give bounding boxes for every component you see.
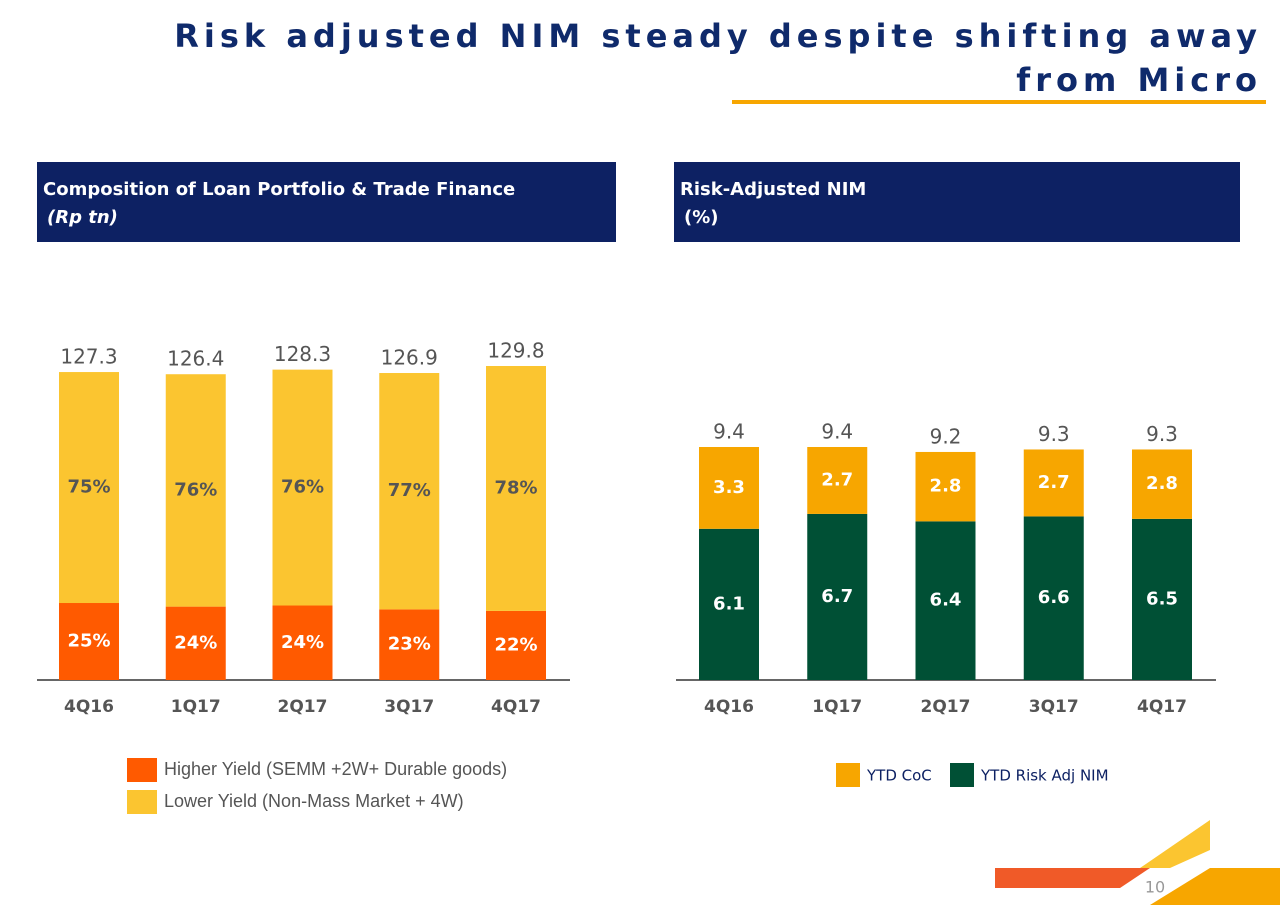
header-box xyxy=(674,162,1240,242)
segment-label: 78% xyxy=(494,477,537,498)
segment-label: 6.6 xyxy=(1038,587,1070,608)
segment-label: 22% xyxy=(494,634,537,655)
x-tick-label: 4Q16 xyxy=(64,697,114,717)
segment-label: 3.3 xyxy=(713,477,745,498)
segment-label: 25% xyxy=(67,631,110,652)
bar-segment xyxy=(272,369,333,606)
bar-segment xyxy=(272,605,333,680)
x-tick-label: 1Q17 xyxy=(812,697,862,717)
bar-segment xyxy=(486,610,546,680)
bar-segment xyxy=(165,374,226,607)
legend-swatch xyxy=(950,763,974,787)
bar-segment xyxy=(379,609,440,680)
x-tick-label: 3Q17 xyxy=(384,697,434,717)
bar-segment xyxy=(1132,449,1192,519)
segment-label: 76% xyxy=(174,479,217,500)
total-label: 9.2 xyxy=(930,424,962,448)
bar-segment xyxy=(699,528,759,680)
bar-segment xyxy=(1023,516,1084,680)
x-tick-label: 3Q17 xyxy=(1029,697,1079,717)
bar-segment xyxy=(165,606,226,680)
total-label: 9.3 xyxy=(1038,422,1070,446)
page-number: 10 xyxy=(1145,878,1165,897)
segment-label: 6.7 xyxy=(821,586,853,607)
total-label: 126.9 xyxy=(381,346,438,370)
bar-segment xyxy=(1023,449,1084,517)
legend-swatch xyxy=(836,763,860,787)
legend-label: Lower Yield (Non-Mass Market + 4W) xyxy=(164,791,464,811)
total-label: 129.8 xyxy=(487,339,544,363)
segment-label: 76% xyxy=(281,477,324,498)
bar-segment xyxy=(59,372,119,604)
segment-label: 24% xyxy=(281,632,324,653)
segment-label: 6.5 xyxy=(1146,588,1178,609)
total-label: 127.3 xyxy=(60,345,117,369)
x-tick-label: 2Q17 xyxy=(921,697,971,717)
legend-label: YTD CoC xyxy=(866,767,932,785)
bar-segment xyxy=(915,521,976,680)
segment-label: 75% xyxy=(67,477,110,498)
bar-segment xyxy=(59,603,119,680)
panel-subtitle: (%) xyxy=(684,207,719,228)
segment-label: 6.1 xyxy=(713,593,745,614)
bar-segment xyxy=(379,373,440,610)
bar-segment xyxy=(699,447,759,529)
segment-label: 2.7 xyxy=(821,469,853,490)
legend-swatch xyxy=(127,758,157,782)
logo-shape xyxy=(995,868,1150,888)
segment-label: 6.4 xyxy=(930,590,962,611)
legend-label: YTD Risk Adj NIM xyxy=(980,767,1109,785)
total-label: 9.3 xyxy=(1146,422,1178,446)
bar-segment xyxy=(807,513,868,680)
segment-label: 2.7 xyxy=(1038,472,1070,493)
segment-label: 2.8 xyxy=(1146,473,1178,494)
total-label: 128.3 xyxy=(274,342,331,366)
segment-label: 24% xyxy=(174,632,217,653)
total-label: 126.4 xyxy=(167,347,224,371)
panel-title: Composition of Loan Portfolio & Trade Fi… xyxy=(43,179,515,200)
legend-swatch xyxy=(127,790,157,814)
x-tick-label: 4Q17 xyxy=(1137,697,1187,717)
title-underline xyxy=(732,100,1266,104)
logo-shape xyxy=(1140,820,1210,868)
legend-label: Higher Yield (SEMM +2W+ Durable goods) xyxy=(164,759,507,779)
total-label: 9.4 xyxy=(821,420,853,444)
segment-label: 2.8 xyxy=(930,476,962,497)
slide-title: Risk adjusted NIM steady despite shiftin… xyxy=(174,17,1262,99)
header-box xyxy=(37,162,616,242)
bar-segment xyxy=(1132,518,1192,680)
x-tick-label: 1Q17 xyxy=(171,697,221,717)
segment-label: 77% xyxy=(388,480,431,501)
x-tick-label: 2Q17 xyxy=(278,697,328,717)
x-tick-label: 4Q17 xyxy=(491,697,541,717)
x-tick-label: 4Q16 xyxy=(704,697,754,717)
segment-label: 23% xyxy=(388,634,431,655)
bar-segment xyxy=(486,366,546,611)
panel-title: Risk-Adjusted NIM xyxy=(680,179,866,200)
total-label: 9.4 xyxy=(713,420,745,444)
logo-shape xyxy=(1150,868,1280,905)
panel-subtitle: (Rp tn) xyxy=(47,207,118,228)
bar-segment xyxy=(915,451,976,522)
bar-segment xyxy=(807,447,868,514)
